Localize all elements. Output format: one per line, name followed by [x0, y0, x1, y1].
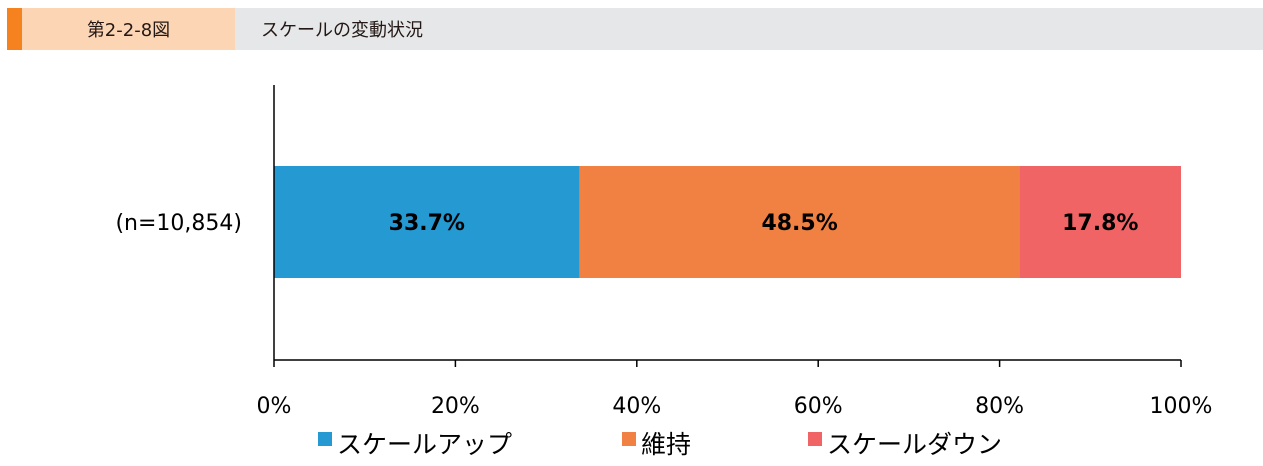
data-label: 33.7% — [389, 211, 465, 236]
data-label: 48.5% — [761, 211, 837, 236]
x-tick-label: 20% — [431, 394, 480, 419]
x-tick-label: 80% — [975, 394, 1024, 419]
bar-segment — [1019, 166, 1181, 278]
bar-segment — [579, 166, 1020, 278]
x-tick-label: 0% — [257, 394, 292, 419]
figure-number: 第2-2-8図 — [22, 8, 235, 50]
legend-swatch — [622, 432, 636, 446]
legend-swatch — [808, 432, 822, 446]
x-tick-label: 100% — [1150, 394, 1213, 419]
bar-segment — [274, 166, 580, 278]
figure-title: スケールの変動状況 — [235, 8, 1263, 50]
header-accent-strip — [7, 8, 22, 50]
legend-label: 維持 — [641, 430, 691, 459]
x-tick-label: 60% — [794, 394, 843, 419]
legend-swatch — [318, 432, 332, 446]
legend-label: スケールアップ — [337, 430, 512, 459]
category-label: (n=10,854) — [115, 211, 242, 236]
legend-label: スケールダウン — [827, 430, 1002, 459]
figure-header: 第2-2-8図 スケールの変動状況 — [7, 8, 1263, 50]
x-tick-label: 40% — [612, 394, 661, 419]
data-label: 17.8% — [1062, 211, 1138, 236]
